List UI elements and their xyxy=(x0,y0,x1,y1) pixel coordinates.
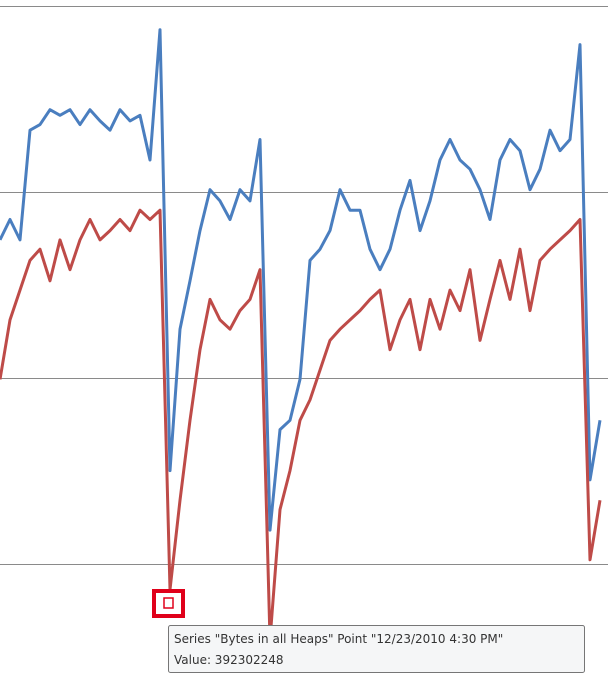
tooltip-line: Series "Bytes in all Heaps" Point "12/23… xyxy=(174,632,503,646)
series-line xyxy=(0,208,602,642)
selected-point xyxy=(163,597,174,609)
tooltip: Series "Bytes in all Heaps" Point "12/23… xyxy=(168,625,585,673)
tooltip-line: Value: 392302248 xyxy=(174,653,284,667)
selected-point-marker xyxy=(152,589,185,618)
grid xyxy=(0,6,608,565)
lines xyxy=(0,28,602,642)
series-line xyxy=(0,28,602,532)
tooltip-box xyxy=(168,625,585,673)
